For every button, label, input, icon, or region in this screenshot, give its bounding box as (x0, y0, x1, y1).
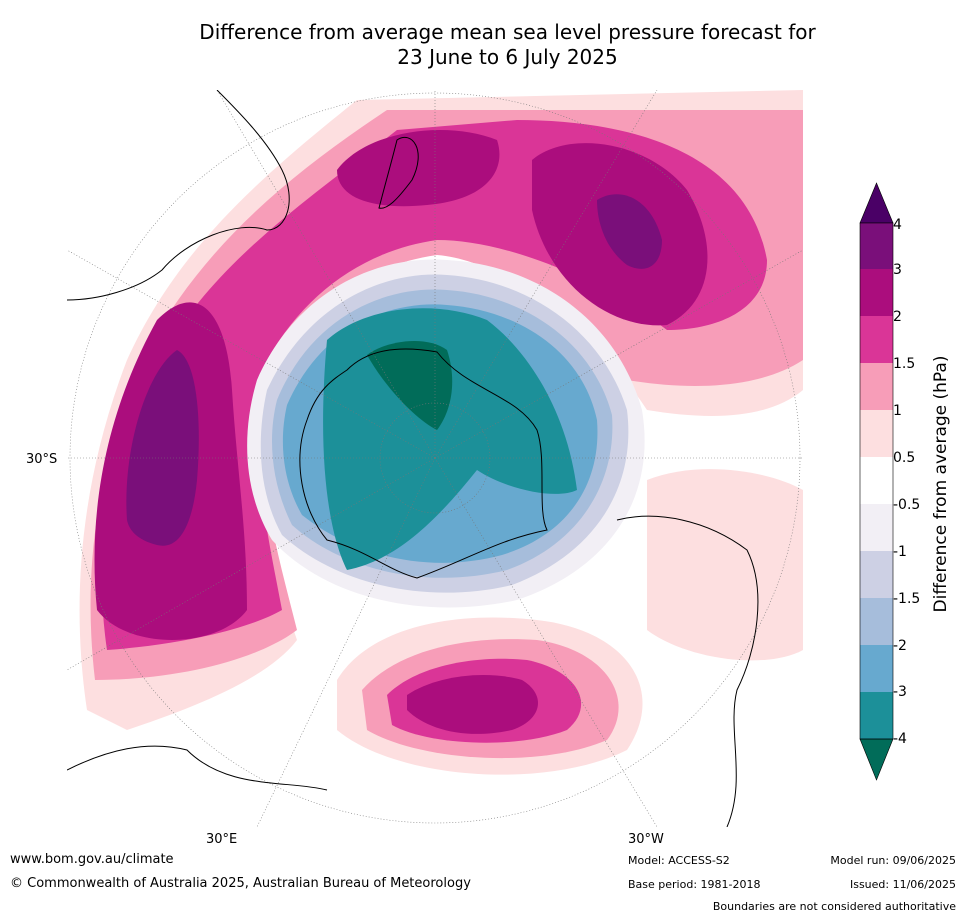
graticule (67, 90, 803, 827)
website-link[interactable]: www.bom.gov.au/climate (10, 852, 174, 867)
lon-label-30e: 30°E (206, 832, 238, 847)
model-name: Model: ACCESS-S2 (628, 854, 730, 867)
colorbar-tick-label: 3 (893, 262, 902, 278)
lon-label-30w: 30°W (628, 832, 664, 847)
colorbar-tick-label: 1 (893, 403, 902, 419)
colorbar-tick-label: 0.5 (893, 450, 916, 466)
colorbar-tick-label: -4 (893, 731, 907, 747)
boundaries-disclaimer: Boundaries are not considered authoritat… (712, 900, 956, 913)
colorbar-tick-label: -1 (893, 544, 907, 560)
colorbar-tick-label: 4 (893, 217, 902, 233)
lat-label-30s: 30°S (26, 452, 58, 467)
colorbar-tick-label: -2 (893, 638, 907, 654)
copyright-text: © Commonwealth of Australia 2025, Austra… (10, 876, 471, 891)
colorbar-tick-label: 2 (893, 309, 902, 325)
model-run-date: Model run: 09/06/2025 (830, 854, 956, 867)
colorbar-tick-label: -3 (893, 684, 907, 700)
negative-anomaly-regions (247, 259, 645, 608)
colorbar-tick-label: 1.5 (893, 356, 916, 372)
map-title: Difference from average mean sea level p… (150, 20, 865, 70)
base-period: Base period: 1981-2018 (628, 878, 761, 891)
title-line-2: 23 June to 6 July 2025 (397, 45, 618, 69)
colorbar-title: Difference from average (hPa) (931, 355, 951, 613)
title-line-1: Difference from average mean sea level p… (199, 20, 816, 44)
colorbar-tick-label: -1.5 (893, 591, 921, 607)
colorbar-tick-label: -0.5 (893, 497, 921, 513)
coastlines (67, 90, 759, 827)
pressure-anomaly-map (67, 90, 803, 827)
issued-date: Issued: 11/06/2025 (849, 878, 956, 891)
positive-anomaly-regions (79, 90, 803, 775)
colorbar (859, 182, 894, 781)
